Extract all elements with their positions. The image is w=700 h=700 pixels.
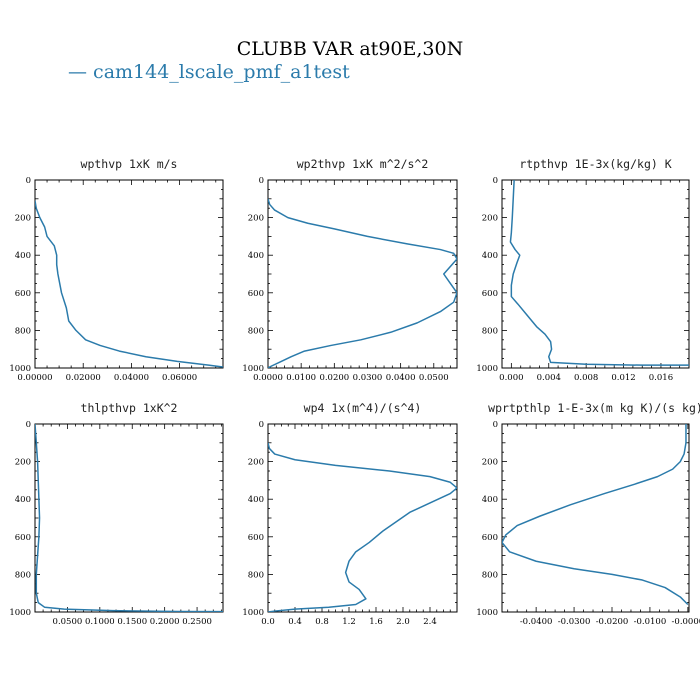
panel-2: wp2thvp 1xK m^2/s^2 0 200 400 600 800 10000.00… [242,157,458,383]
y-tick-label: 800 [15,326,31,336]
x-tick-label: 0.0400 [386,373,416,383]
y-tick-label: 0 [259,176,264,186]
legend-entry: — cam144_lscale_pmf_a1test [68,61,350,83]
panel-title: thlpthvp 1xK^2 [81,401,178,415]
plot-frame [267,423,458,613]
y-tick-label: 0 [26,176,31,186]
x-tick-label: 0.016 [649,373,673,383]
y-tick-label: 1000 [9,364,31,374]
x-tick-label: 0.06000 [162,373,197,383]
y-tick-label: 200 [248,214,264,224]
x-tick-label: 0.0100 [286,373,316,383]
x-tick-label: 0.0 [261,617,275,627]
y-tick-label: 600 [248,289,264,299]
y-tick-label: 800 [15,570,31,580]
y-tick-label: 0 [259,420,264,430]
y-tick-label: 800 [248,570,264,580]
x-tick-label: 0.004 [537,373,561,383]
y-tick-label: 0 [26,420,31,430]
x-tick-label: 0.2000 [150,617,180,627]
x-tick-label: 0.0500 [419,373,449,383]
series-line [268,198,457,368]
y-tick-label: 1000 [9,608,31,618]
legend: — cam144_lscale_pmf_a1test [68,61,350,83]
panel-6: wprtpthlp 1-E-3x(m kg K)/(s kg) 0 200 400 60… [476,401,700,627]
plot-frame [501,423,690,613]
x-tick-label: -0.0400 [520,617,553,627]
y-tick-label: 200 [482,214,498,224]
y-tick-label: 1000 [476,364,498,374]
y-tick-label: 400 [248,495,264,505]
legend-dash: — [68,61,93,83]
y-tick-label: 600 [15,289,31,299]
x-tick-label: 0.04000 [114,373,149,383]
panel-title: wp4 1x(m^4)/(s^4) [304,401,422,415]
x-tick-label: 0.000 [499,373,523,383]
series-line [502,424,689,606]
y-tick-label: 400 [15,495,31,505]
panel-title: wpthvp 1xK m/s [81,157,178,171]
y-tick-label: 800 [482,570,498,580]
y-tick-label: 600 [15,533,31,543]
plot-frame [34,179,224,369]
x-tick-label: 0.012 [611,373,635,383]
panel-3: rtpthvp 1E-3x(kg/kg) K020040060080010000… [476,157,690,383]
y-tick-label: 400 [482,251,498,261]
y-tick-label: 600 [482,289,498,299]
y-tick-label: 400 [248,251,264,261]
y-tick-label: 400 [15,251,31,261]
x-tick-label: 1.2 [342,617,356,627]
y-tick-label: 200 [482,458,498,468]
panel-title: wp2thvp 1xK m^2/s^2 [297,157,429,171]
y-tick-label: 600 [248,533,264,543]
x-tick-label: 0.0500 [53,617,83,627]
x-tick-label: 0.8 [315,617,329,627]
y-tick-label: 0 [493,420,498,430]
y-tick-label: 800 [248,326,264,336]
x-tick-label: 0.0300 [353,373,383,383]
x-tick-label: 0.1000 [85,617,115,627]
x-tick-label: -0.0200 [596,617,629,627]
series-line [35,200,223,368]
x-tick-label: 0.00000 [17,373,52,383]
legend-label: cam144_lscale_pmf_a1test [93,61,350,83]
y-tick-label: 400 [482,495,498,505]
x-tick-label: 2.0 [396,617,410,627]
x-tick-label: 0.0000 [253,373,283,383]
panel-title: wprtpthlp 1-E-3x(m kg K)/(s kg) [488,401,700,415]
x-tick-label: -0.0100 [634,617,667,627]
y-tick-label: 200 [15,458,31,468]
plot-frame [34,423,224,613]
y-tick-label: 200 [15,214,31,224]
y-tick-label: 0 [493,176,498,186]
x-tick-label: 0.02000 [66,373,101,383]
x-tick-label: 2.4 [423,617,437,627]
x-tick-label: 0.1500 [117,617,147,627]
y-tick-label: 1000 [242,608,264,618]
x-tick-label: 0.2500 [182,617,212,627]
series-line [35,424,223,612]
panel-title: rtpthvp 1E-3x(kg/kg) K [519,157,671,171]
y-tick-label: 600 [482,533,498,543]
x-tick-label: -0.0000 [672,617,700,627]
x-tick-label: -0.0300 [558,617,591,627]
x-tick-label: 0.008 [574,373,598,383]
x-tick-label: 0.4 [288,617,302,627]
series-line [509,180,689,366]
x-tick-label: 1.6 [369,617,383,627]
x-tick-label: 0.0200 [319,373,349,383]
y-tick-label: 200 [248,458,264,468]
y-tick-label: 1000 [242,364,264,374]
y-tick-label: 800 [482,326,498,336]
series-line [268,442,457,612]
figure-title: CLUBB VAR at90E,30N [237,38,463,60]
plot-frame [501,179,690,369]
y-tick-label: 1000 [476,608,498,618]
